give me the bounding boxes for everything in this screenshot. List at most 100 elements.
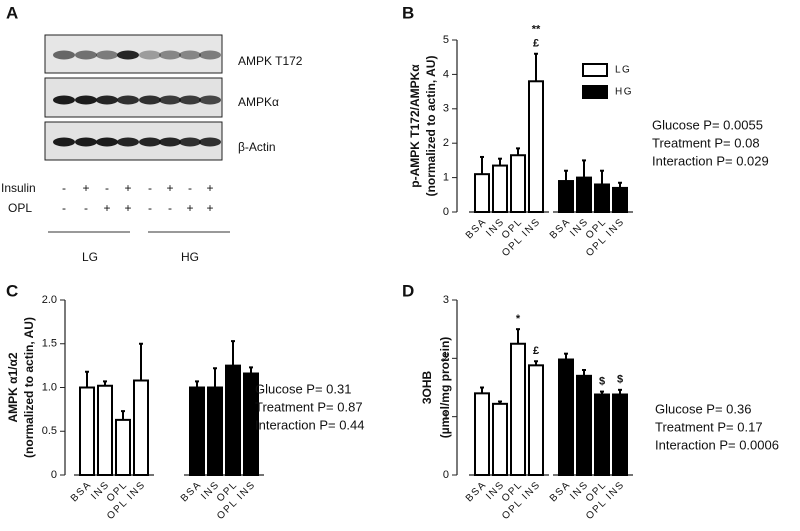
band-label: β-Actin bbox=[238, 140, 276, 154]
y-axis-label: (normalized to actin, AU) bbox=[424, 56, 438, 197]
sign: - bbox=[148, 201, 152, 215]
y-tick-label: 0 bbox=[443, 206, 449, 218]
sign: + bbox=[82, 181, 89, 195]
y-tick-label: 3 bbox=[443, 103, 449, 115]
blot-band bbox=[117, 95, 139, 105]
blot-band bbox=[139, 95, 161, 105]
panel-letter: C bbox=[6, 281, 18, 300]
stat-text: Treatment P= 0.08 bbox=[652, 135, 760, 150]
bar bbox=[492, 164, 508, 213]
sign: + bbox=[103, 201, 110, 215]
bar bbox=[510, 154, 526, 214]
y-tick-label: 1 bbox=[443, 172, 449, 184]
blot-band bbox=[53, 50, 75, 60]
sign: - bbox=[168, 201, 172, 215]
x-tick-label: BSA bbox=[179, 479, 204, 504]
sign: - bbox=[148, 181, 152, 195]
blot-band bbox=[75, 95, 97, 105]
bar bbox=[243, 372, 259, 476]
sign: - bbox=[105, 181, 109, 195]
bar bbox=[115, 418, 131, 476]
bar bbox=[558, 358, 574, 476]
blot-band bbox=[75, 50, 97, 60]
group-label: LG bbox=[82, 250, 98, 264]
bar-panel: C 0 0.5 1.0 1.5 2.0 AMPK α1/α2 (normalized to a… bbox=[6, 281, 365, 522]
panel-letter: D bbox=[402, 281, 414, 300]
y-tick-label: 1 bbox=[443, 411, 449, 423]
blot-band bbox=[159, 50, 181, 60]
sign: - bbox=[84, 201, 88, 215]
sign: - bbox=[62, 201, 66, 215]
x-tick-label: BSA bbox=[548, 479, 573, 504]
bar-panel: B 0 1 2 3 4 5 p-AMPK T172/AMPKα (normalized to a… bbox=[402, 3, 769, 259]
y-tick-label: 0 bbox=[443, 469, 449, 481]
y-tick-label: 1.0 bbox=[42, 381, 57, 393]
sign: - bbox=[62, 181, 66, 195]
blot-band bbox=[199, 137, 221, 147]
blot-band bbox=[179, 137, 201, 147]
x-tick-label: BSA bbox=[464, 479, 489, 504]
panel-letter: A bbox=[6, 3, 18, 22]
x-tick-label: BSA bbox=[69, 479, 94, 504]
bar bbox=[510, 342, 526, 476]
panel-letter: B bbox=[402, 3, 414, 22]
y-axis-label: (normalized to actin, AU) bbox=[22, 317, 36, 458]
band-label: AMPKα bbox=[238, 95, 279, 109]
y-tick-label: 2 bbox=[443, 137, 449, 149]
sign: + bbox=[206, 181, 213, 195]
blot-band bbox=[96, 137, 118, 147]
annotation: £ bbox=[533, 38, 539, 50]
bar bbox=[133, 379, 149, 476]
bar bbox=[612, 186, 628, 213]
y-tick-label: 2.0 bbox=[42, 294, 57, 306]
blot-band bbox=[199, 50, 221, 60]
blot-band bbox=[139, 137, 161, 147]
stat-text: Glucose P= 0.31 bbox=[255, 381, 351, 396]
y-tick-label: 1.5 bbox=[42, 338, 57, 350]
blot-band bbox=[199, 95, 221, 105]
y-tick-label: 5 bbox=[443, 34, 449, 46]
legend-swatch bbox=[582, 63, 608, 77]
bar bbox=[528, 80, 544, 213]
sign: - bbox=[188, 181, 192, 195]
bar bbox=[97, 384, 113, 476]
bar bbox=[492, 402, 508, 477]
bar bbox=[612, 393, 628, 476]
y-tick-label: 3 bbox=[443, 294, 449, 306]
stat-text: Glucose P= 0.36 bbox=[655, 401, 751, 416]
y-axis-label: AMPK α1/α2 bbox=[6, 352, 20, 422]
y-axis-label: 3OHB bbox=[420, 370, 434, 404]
blot-band bbox=[159, 95, 181, 105]
western-blot bbox=[44, 34, 230, 233]
bar bbox=[576, 374, 592, 477]
y-tick-label: 0 bbox=[51, 469, 57, 481]
x-tick-label: BSA bbox=[548, 216, 573, 241]
blot-band bbox=[179, 50, 201, 60]
blot-band bbox=[96, 50, 118, 60]
bar bbox=[79, 386, 95, 476]
blot-band bbox=[96, 95, 118, 105]
blot-band bbox=[75, 137, 97, 147]
legend-swatch bbox=[582, 85, 608, 99]
annotation: * bbox=[516, 313, 521, 325]
blot-band bbox=[53, 95, 75, 105]
annotation: $ bbox=[617, 374, 623, 386]
stat-text: Interaction P= 0.0006 bbox=[655, 437, 779, 452]
blot-band bbox=[139, 50, 161, 60]
bar bbox=[528, 364, 544, 477]
sign: + bbox=[124, 181, 131, 195]
blot-band bbox=[179, 95, 201, 105]
y-axis-label: (µmol/mg protein) bbox=[438, 337, 452, 439]
annotation: $ bbox=[599, 375, 605, 387]
stat-text: Interaction P= 0.44 bbox=[255, 417, 365, 432]
blot-band bbox=[117, 50, 139, 60]
sign: + bbox=[124, 201, 131, 215]
stat-text: Treatment P= 0.17 bbox=[655, 419, 763, 434]
group-label: HG bbox=[181, 250, 199, 264]
bar bbox=[474, 392, 490, 477]
blot-band bbox=[117, 137, 139, 147]
bar bbox=[207, 386, 223, 476]
y-tick-label: 4 bbox=[443, 68, 449, 80]
